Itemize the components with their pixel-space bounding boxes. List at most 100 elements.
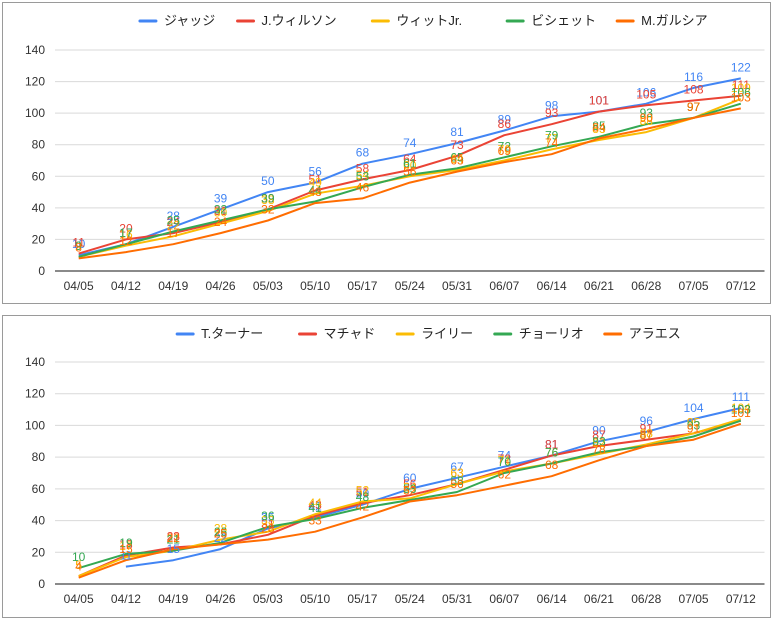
- data-label: 64: [403, 152, 417, 166]
- data-label: 33: [308, 514, 322, 528]
- data-label: 81: [545, 438, 559, 452]
- data-label: 88: [640, 114, 654, 128]
- data-label: 53: [403, 482, 417, 496]
- data-label: 11: [120, 549, 133, 563]
- legend-item[interactable]: ビシェット: [505, 13, 596, 28]
- data-label: 17: [119, 226, 133, 240]
- data-label: 44: [308, 496, 322, 510]
- x-tick-label: 05/03: [253, 592, 283, 606]
- legend-item[interactable]: マチャド: [298, 326, 376, 341]
- data-label: 21: [167, 533, 181, 547]
- data-label: 4: [75, 560, 82, 574]
- data-label: 48: [356, 490, 370, 504]
- data-label: 89: [498, 113, 512, 127]
- data-label: 51: [308, 172, 322, 186]
- series-line: [78, 97, 742, 258]
- data-label: 87: [592, 428, 606, 442]
- data-label: 17: [119, 539, 133, 553]
- data-label: 24: [167, 215, 181, 229]
- data-label: 56: [308, 165, 322, 179]
- data-label: 39: [214, 191, 228, 205]
- data-label: 95: [687, 415, 701, 429]
- legend-label: T.ターナー: [201, 326, 263, 341]
- legend-item[interactable]: J.ウィルソン: [236, 13, 337, 28]
- x-tick-label: 04/19: [158, 592, 188, 606]
- data-label: 22: [167, 218, 181, 232]
- x-tick-label: 05/10: [300, 279, 330, 293]
- data-label: 51: [356, 485, 370, 499]
- legend-item[interactable]: ウィットJr.: [370, 13, 462, 28]
- data-label: 116: [684, 70, 703, 84]
- legend-item[interactable]: アラエス: [603, 326, 681, 341]
- data-label: 20: [119, 221, 133, 235]
- x-tick-label: 06/14: [537, 279, 567, 293]
- data-label: 56: [403, 477, 417, 491]
- data-label: 42: [308, 499, 322, 513]
- data-label: 36: [261, 509, 275, 523]
- data-label: 91: [640, 422, 654, 436]
- data-label: 35: [261, 511, 275, 525]
- y-tick-label: 100: [25, 418, 45, 432]
- data-label: 74: [498, 449, 512, 463]
- data-label: 11: [72, 236, 85, 250]
- data-label: 69: [498, 144, 512, 158]
- x-tick-label: 04/12: [111, 279, 141, 293]
- y-tick-label: 120: [25, 387, 45, 401]
- data-label: 103: [731, 403, 751, 417]
- data-label: 122: [731, 60, 751, 74]
- data-label: 5: [75, 558, 82, 572]
- x-tick-label: 04/05: [64, 592, 94, 606]
- data-label: 87: [640, 428, 654, 442]
- data-label: 43: [308, 185, 322, 199]
- data-label: 65: [450, 150, 464, 164]
- x-tick-label: 07/12: [726, 279, 756, 293]
- data-label: 70: [498, 143, 512, 157]
- data-label: 96: [640, 414, 654, 428]
- legend-label: アラエス: [629, 326, 681, 341]
- data-label: 26: [214, 525, 228, 539]
- data-label: 5: [75, 558, 82, 572]
- x-tick-label: 05/31: [442, 279, 472, 293]
- series-line: [78, 422, 742, 579]
- data-label: 81: [450, 125, 464, 139]
- legend-label: チョーリオ: [519, 326, 584, 341]
- legend-item[interactable]: チョーリオ: [493, 326, 584, 341]
- data-label: 49: [308, 176, 322, 190]
- data-label: 38: [261, 193, 275, 207]
- data-label: 101: [731, 406, 751, 420]
- data-label: 31: [214, 204, 228, 218]
- data-label: 86: [498, 117, 512, 131]
- data-label: 58: [356, 161, 370, 175]
- data-label: 68: [356, 146, 370, 160]
- data-label: 33: [261, 514, 275, 528]
- data-label: 16: [119, 228, 133, 242]
- data-label: 83: [592, 122, 606, 136]
- data-label: 18: [119, 537, 133, 551]
- series-line: [78, 107, 741, 260]
- data-label: 91: [687, 422, 701, 436]
- y-tick-label: 80: [32, 450, 46, 464]
- data-label: 90: [592, 423, 606, 437]
- legend-item[interactable]: ジャッジ: [138, 13, 215, 28]
- data-label: 23: [167, 530, 181, 544]
- x-tick-label: 06/21: [584, 279, 614, 293]
- data-label: 81: [545, 438, 559, 452]
- legend-item[interactable]: M.ガルシア: [615, 13, 708, 28]
- data-label: 85: [592, 119, 606, 133]
- legend-label: J.ウィルソン: [262, 13, 337, 28]
- data-label: 67: [450, 460, 464, 474]
- data-label: 101: [589, 94, 609, 108]
- data-label: 60: [403, 471, 417, 485]
- series-line: [78, 77, 741, 257]
- legend-item[interactable]: ライリー: [395, 326, 473, 341]
- series-line: [125, 407, 742, 568]
- x-tick-label: 06/28: [631, 279, 661, 293]
- data-label: 98: [545, 98, 559, 112]
- legend-item[interactable]: T.ターナー: [175, 326, 263, 341]
- data-label: 103: [731, 90, 751, 104]
- y-tick-label: 0: [38, 577, 45, 591]
- data-label: 72: [498, 139, 512, 153]
- data-label: 31: [261, 517, 275, 531]
- data-label: 24: [214, 215, 228, 229]
- data-label: 10: [72, 237, 86, 251]
